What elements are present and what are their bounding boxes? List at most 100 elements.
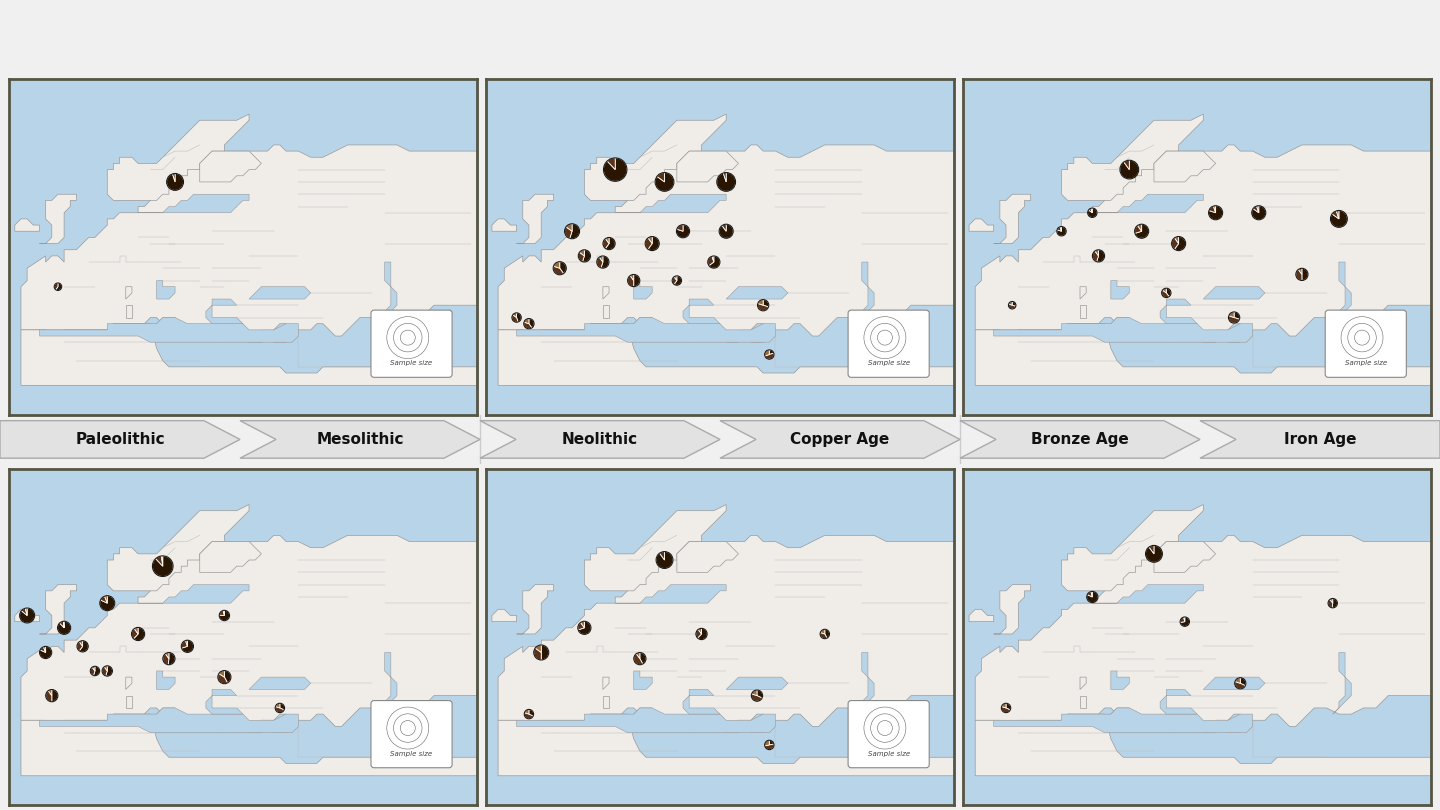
Wedge shape xyxy=(52,689,58,701)
Wedge shape xyxy=(603,158,626,181)
Polygon shape xyxy=(1104,708,1129,720)
Wedge shape xyxy=(579,252,585,262)
Wedge shape xyxy=(1234,312,1240,319)
Polygon shape xyxy=(1204,287,1264,299)
Wedge shape xyxy=(1175,237,1178,244)
Polygon shape xyxy=(107,505,249,590)
Wedge shape xyxy=(26,608,27,616)
Polygon shape xyxy=(157,671,176,689)
Polygon shape xyxy=(855,653,874,714)
Polygon shape xyxy=(969,609,994,621)
Wedge shape xyxy=(674,276,677,280)
Wedge shape xyxy=(131,629,138,639)
Polygon shape xyxy=(720,420,960,458)
Wedge shape xyxy=(524,710,528,714)
Polygon shape xyxy=(240,420,480,458)
Wedge shape xyxy=(181,640,193,652)
Polygon shape xyxy=(200,542,262,573)
Wedge shape xyxy=(55,283,58,290)
Wedge shape xyxy=(186,640,187,646)
Polygon shape xyxy=(517,708,776,732)
Text: Neolithic: Neolithic xyxy=(562,432,638,447)
Wedge shape xyxy=(94,667,99,676)
Wedge shape xyxy=(1001,706,1011,713)
Polygon shape xyxy=(615,194,726,213)
Wedge shape xyxy=(173,173,176,182)
Wedge shape xyxy=(1097,249,1104,262)
Wedge shape xyxy=(1299,268,1302,275)
Polygon shape xyxy=(628,708,652,720)
Wedge shape xyxy=(577,623,585,630)
Polygon shape xyxy=(39,708,298,732)
Wedge shape xyxy=(1002,703,1007,708)
Wedge shape xyxy=(821,633,827,638)
Wedge shape xyxy=(631,275,634,280)
Wedge shape xyxy=(168,653,176,665)
Wedge shape xyxy=(39,646,52,659)
Polygon shape xyxy=(677,542,739,573)
Text: Mesolithic: Mesolithic xyxy=(317,432,403,447)
Polygon shape xyxy=(603,287,609,299)
Wedge shape xyxy=(1172,238,1178,249)
Polygon shape xyxy=(726,287,788,299)
Wedge shape xyxy=(596,257,603,268)
Wedge shape xyxy=(59,621,65,628)
Wedge shape xyxy=(757,304,769,311)
Wedge shape xyxy=(560,262,566,274)
Polygon shape xyxy=(1153,151,1215,182)
Polygon shape xyxy=(603,696,609,708)
Polygon shape xyxy=(1080,677,1086,689)
Polygon shape xyxy=(1153,542,1215,573)
Wedge shape xyxy=(1331,211,1348,228)
Wedge shape xyxy=(517,313,521,322)
Text: Iron Age: Iron Age xyxy=(1283,432,1356,447)
Polygon shape xyxy=(726,677,788,689)
Wedge shape xyxy=(1135,225,1142,233)
Wedge shape xyxy=(634,275,639,287)
Polygon shape xyxy=(1080,696,1086,708)
Wedge shape xyxy=(92,667,95,671)
Polygon shape xyxy=(1061,505,1204,590)
Wedge shape xyxy=(1146,545,1162,562)
Polygon shape xyxy=(960,420,1200,458)
Polygon shape xyxy=(379,262,397,324)
Polygon shape xyxy=(585,114,726,200)
Polygon shape xyxy=(274,727,287,732)
Polygon shape xyxy=(994,708,1253,732)
Wedge shape xyxy=(22,608,27,616)
Polygon shape xyxy=(975,535,1431,732)
Wedge shape xyxy=(105,666,112,676)
Wedge shape xyxy=(600,256,609,268)
Wedge shape xyxy=(1087,591,1093,597)
Polygon shape xyxy=(107,114,249,200)
Wedge shape xyxy=(225,671,230,683)
Polygon shape xyxy=(22,324,477,386)
Wedge shape xyxy=(40,647,46,653)
Wedge shape xyxy=(1175,237,1185,250)
Polygon shape xyxy=(125,287,132,299)
Polygon shape xyxy=(1110,280,1129,299)
Wedge shape xyxy=(553,266,563,275)
Wedge shape xyxy=(105,595,107,603)
Wedge shape xyxy=(99,595,115,611)
Wedge shape xyxy=(104,666,107,671)
Text: Sample size: Sample size xyxy=(390,360,432,366)
Polygon shape xyxy=(1104,318,1129,330)
Wedge shape xyxy=(570,224,579,239)
Wedge shape xyxy=(645,238,652,249)
Polygon shape xyxy=(157,280,176,299)
Wedge shape xyxy=(1234,681,1246,689)
Wedge shape xyxy=(166,653,168,659)
Wedge shape xyxy=(1008,301,1012,305)
Polygon shape xyxy=(975,324,1431,386)
Wedge shape xyxy=(1120,160,1139,179)
Wedge shape xyxy=(1181,617,1189,626)
Wedge shape xyxy=(163,654,168,665)
Wedge shape xyxy=(696,629,701,638)
Wedge shape xyxy=(717,173,736,191)
Polygon shape xyxy=(150,708,176,720)
Polygon shape xyxy=(480,420,720,458)
FancyBboxPatch shape xyxy=(848,701,929,768)
Wedge shape xyxy=(605,237,609,244)
Polygon shape xyxy=(994,585,1031,634)
